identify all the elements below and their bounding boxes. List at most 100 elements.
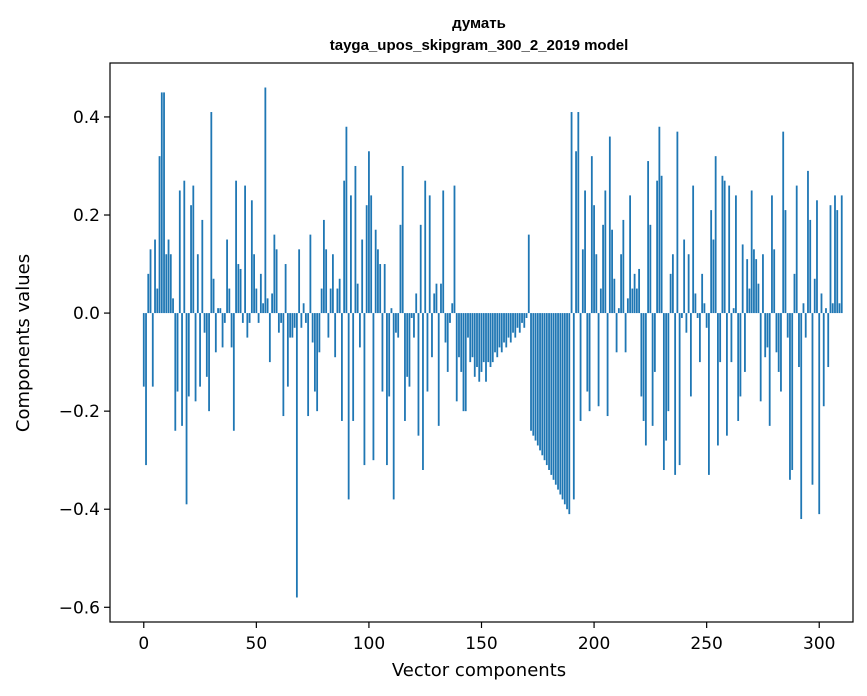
bar	[505, 313, 508, 348]
bar	[444, 313, 447, 343]
bar	[345, 126, 348, 314]
bar	[572, 313, 575, 500]
bar	[415, 293, 418, 314]
bar	[431, 313, 433, 358]
bar	[575, 151, 577, 314]
bar	[723, 180, 726, 314]
bar	[386, 313, 388, 466]
bar	[372, 313, 375, 461]
bar	[831, 303, 834, 314]
bar	[825, 308, 827, 314]
bar	[586, 313, 589, 392]
bar	[259, 273, 262, 314]
bar	[230, 313, 233, 348]
bar	[408, 313, 411, 387]
bar	[822, 313, 825, 407]
bar	[341, 313, 343, 421]
bar	[417, 313, 420, 436]
bar	[221, 313, 224, 348]
bar	[208, 313, 210, 412]
bar	[381, 313, 384, 392]
bar	[455, 313, 458, 402]
bar	[683, 239, 686, 314]
bar	[178, 190, 181, 314]
bar	[203, 313, 206, 333]
bar	[629, 195, 632, 314]
bar	[291, 313, 294, 338]
bar	[460, 313, 463, 372]
chart-subtitle: tayga_upos_skipgram_300_2_2019 model	[330, 37, 629, 54]
bar	[710, 210, 713, 314]
bar	[201, 219, 204, 314]
bar	[791, 313, 794, 470]
bar	[554, 313, 557, 485]
bar	[579, 313, 582, 421]
bar	[777, 313, 780, 372]
bar	[838, 303, 841, 314]
bar	[539, 313, 541, 451]
bar	[834, 195, 836, 314]
bar	[298, 249, 301, 314]
bar	[264, 87, 267, 314]
bar	[698, 313, 701, 363]
bar	[307, 313, 310, 417]
bar	[212, 278, 215, 314]
bar	[543, 313, 546, 461]
bar	[214, 313, 217, 353]
bar	[741, 244, 744, 314]
bar	[190, 205, 192, 314]
bar	[336, 288, 339, 314]
bar	[588, 313, 591, 412]
bar	[359, 313, 361, 348]
bar	[786, 313, 789, 338]
bar	[813, 278, 816, 314]
bar	[689, 313, 692, 397]
bar	[424, 180, 427, 314]
bar	[313, 313, 316, 392]
bar	[401, 165, 404, 314]
bar	[840, 195, 843, 314]
bar	[624, 313, 627, 353]
bar	[568, 313, 571, 515]
bar	[262, 303, 265, 314]
bar	[347, 313, 350, 500]
bar	[498, 313, 501, 348]
bar	[487, 313, 490, 363]
bar	[363, 313, 366, 466]
bar	[530, 313, 532, 431]
bar	[158, 156, 161, 314]
bar	[701, 273, 704, 314]
bar	[237, 264, 240, 314]
bar	[482, 313, 485, 363]
bar	[199, 313, 201, 387]
bar	[239, 268, 242, 314]
bar	[818, 313, 821, 515]
bar	[151, 313, 154, 387]
bar	[257, 313, 260, 323]
bar	[440, 283, 442, 314]
bar	[293, 313, 296, 328]
bar	[183, 180, 186, 314]
bar	[370, 195, 373, 314]
x-tick-label: 300	[803, 634, 835, 654]
bar	[446, 313, 449, 372]
bar	[762, 254, 764, 314]
bar	[516, 313, 519, 328]
bar	[149, 249, 152, 314]
bar	[361, 239, 364, 314]
bar	[196, 254, 199, 314]
bar	[467, 313, 469, 338]
x-tick-label: 100	[353, 634, 385, 654]
bar	[597, 313, 600, 407]
bar	[714, 156, 717, 314]
bar	[514, 313, 517, 338]
bar	[561, 313, 564, 500]
bar	[518, 313, 521, 333]
bar	[478, 313, 481, 382]
bar	[286, 313, 289, 387]
bar	[590, 156, 593, 314]
bar	[458, 313, 460, 358]
bar	[302, 303, 305, 314]
bar	[167, 239, 170, 314]
bar	[748, 288, 751, 314]
